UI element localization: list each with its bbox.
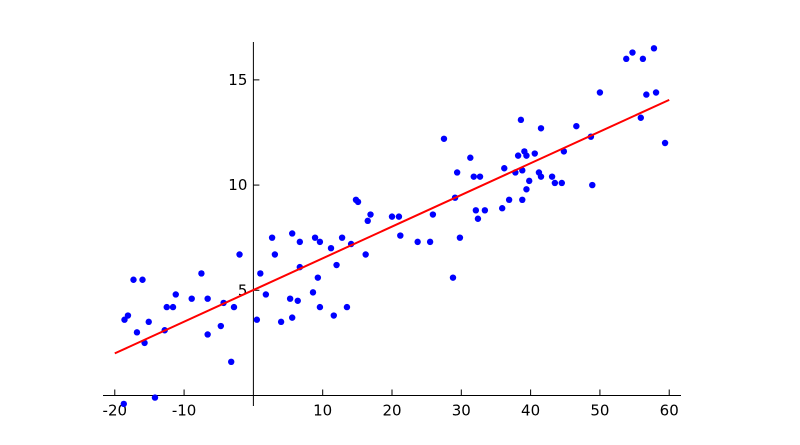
point: [163, 303, 170, 311]
point: [124, 312, 132, 319]
point: [523, 152, 530, 159]
point: [456, 234, 464, 241]
point: [169, 303, 177, 311]
point: [650, 45, 658, 52]
point: [253, 316, 261, 323]
point: [362, 251, 369, 258]
point: [467, 154, 474, 161]
point: [204, 331, 211, 338]
point: [268, 234, 276, 241]
point: [548, 173, 556, 180]
point: [316, 303, 324, 311]
point: [133, 329, 141, 336]
point: [354, 198, 362, 206]
point: [289, 314, 296, 321]
point: [311, 234, 319, 241]
fit-line: [114, 98, 670, 355]
x-tick-label: 50: [590, 401, 609, 419]
point: [481, 207, 489, 214]
point: [652, 89, 660, 96]
point: [257, 270, 264, 277]
point: [388, 213, 396, 220]
point: [316, 238, 324, 246]
point: [449, 274, 457, 281]
point: [230, 303, 238, 311]
point: [476, 173, 484, 180]
point: [514, 152, 522, 159]
point: [139, 276, 146, 283]
point: [426, 238, 434, 246]
y-tick-label: 15: [228, 71, 247, 89]
point: [327, 244, 335, 252]
point: [395, 213, 403, 220]
point: [474, 215, 482, 222]
point: [271, 251, 279, 258]
point: [330, 312, 337, 319]
point: [453, 169, 461, 176]
point: [498, 205, 506, 212]
point: [637, 114, 645, 121]
point: [661, 139, 669, 147]
x-tick-label: -10: [172, 401, 197, 419]
point: [517, 116, 525, 124]
point: [414, 238, 421, 246]
point: [286, 295, 294, 302]
point: [596, 89, 604, 96]
point: [537, 173, 545, 180]
point: [531, 150, 538, 157]
point: [262, 291, 270, 298]
point: [470, 173, 477, 180]
point: [130, 276, 137, 283]
point: [294, 297, 301, 304]
point: [558, 179, 565, 187]
point: [172, 291, 179, 298]
point: [145, 318, 152, 326]
point: [367, 211, 374, 218]
point: [289, 230, 296, 237]
point: [314, 274, 322, 281]
point: [397, 232, 404, 239]
y-tick-label: 5: [238, 281, 248, 299]
point: [472, 207, 480, 214]
point: [228, 358, 235, 366]
point: [296, 238, 304, 246]
point: [121, 316, 128, 323]
x-tick-label: -20: [103, 401, 128, 419]
y-tick-label: 10: [228, 176, 247, 194]
point: [333, 261, 340, 269]
x-tick-label: 60: [660, 401, 679, 419]
point: [526, 177, 533, 185]
x-tick-label: 40: [521, 401, 540, 419]
point: [343, 303, 351, 311]
point: [364, 217, 371, 225]
point: [204, 295, 211, 302]
x-tick-label: 10: [313, 401, 332, 419]
point: [589, 181, 596, 189]
point: [501, 165, 508, 172]
point: [277, 318, 285, 326]
point: [188, 295, 195, 302]
point: [198, 270, 205, 277]
point: [440, 135, 448, 142]
point: [217, 322, 225, 330]
point: [429, 211, 437, 218]
point: [505, 196, 513, 204]
point: [236, 251, 243, 258]
point: [338, 234, 346, 241]
point: [523, 186, 530, 193]
point: [643, 91, 650, 98]
point: [309, 289, 317, 296]
point: [537, 125, 545, 132]
point: [623, 55, 630, 63]
point: [629, 49, 636, 56]
point: [573, 122, 580, 130]
x-tick-label: 20: [382, 401, 401, 419]
point: [120, 400, 127, 408]
point: [151, 394, 159, 401]
point: [519, 196, 526, 204]
point: [551, 179, 559, 187]
point: [639, 55, 647, 63]
x-tick-label: 30: [452, 401, 471, 419]
